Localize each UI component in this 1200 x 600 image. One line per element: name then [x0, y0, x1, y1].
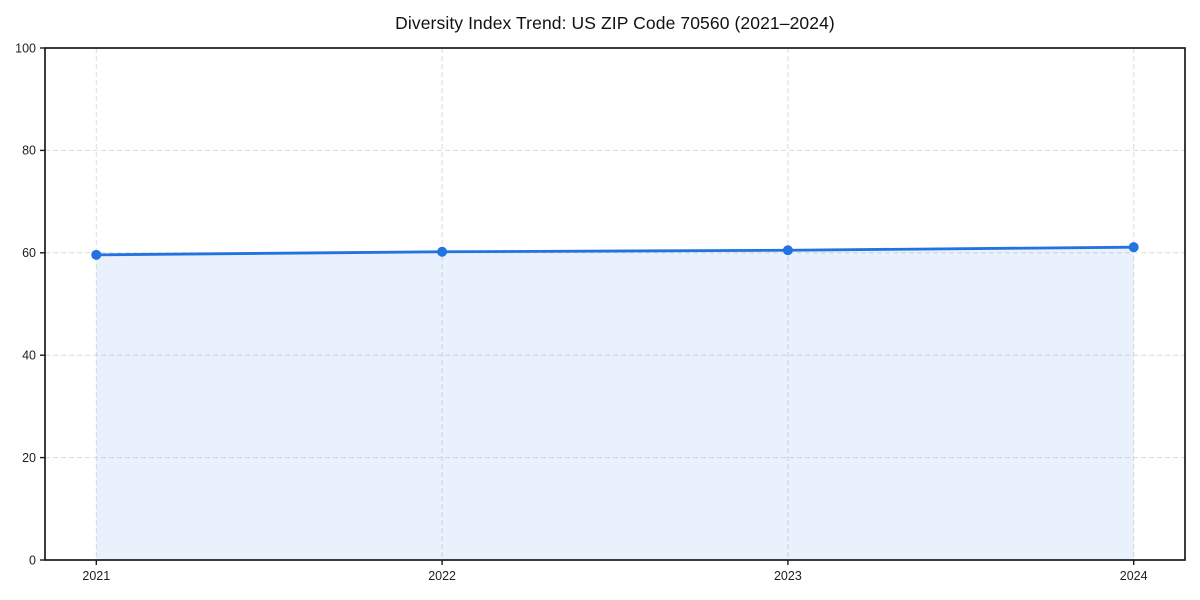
series-line	[94, 245, 1136, 257]
y-tick-label: 80	[22, 144, 36, 158]
chart-title: Diversity Index Trend: US ZIP Code 70560…	[395, 13, 835, 33]
x-tick-label: 2021	[82, 569, 110, 583]
plot-border	[44, 47, 1186, 561]
data-point	[1128, 242, 1139, 253]
data-point	[782, 245, 793, 256]
area-fill	[96, 247, 1134, 560]
x-tick-label: 2023	[774, 569, 802, 583]
data-point	[91, 249, 102, 260]
data-point	[437, 246, 448, 257]
x-tick-label: 2022	[428, 569, 456, 583]
y-tick-label: 60	[22, 246, 36, 260]
y-tick-label: 100	[15, 41, 36, 55]
y-tick-label: 40	[22, 349, 36, 363]
y-tick-label: 0	[29, 553, 36, 567]
x-tick-label: 2024	[1120, 569, 1148, 583]
y-tick-label: 20	[22, 451, 36, 465]
